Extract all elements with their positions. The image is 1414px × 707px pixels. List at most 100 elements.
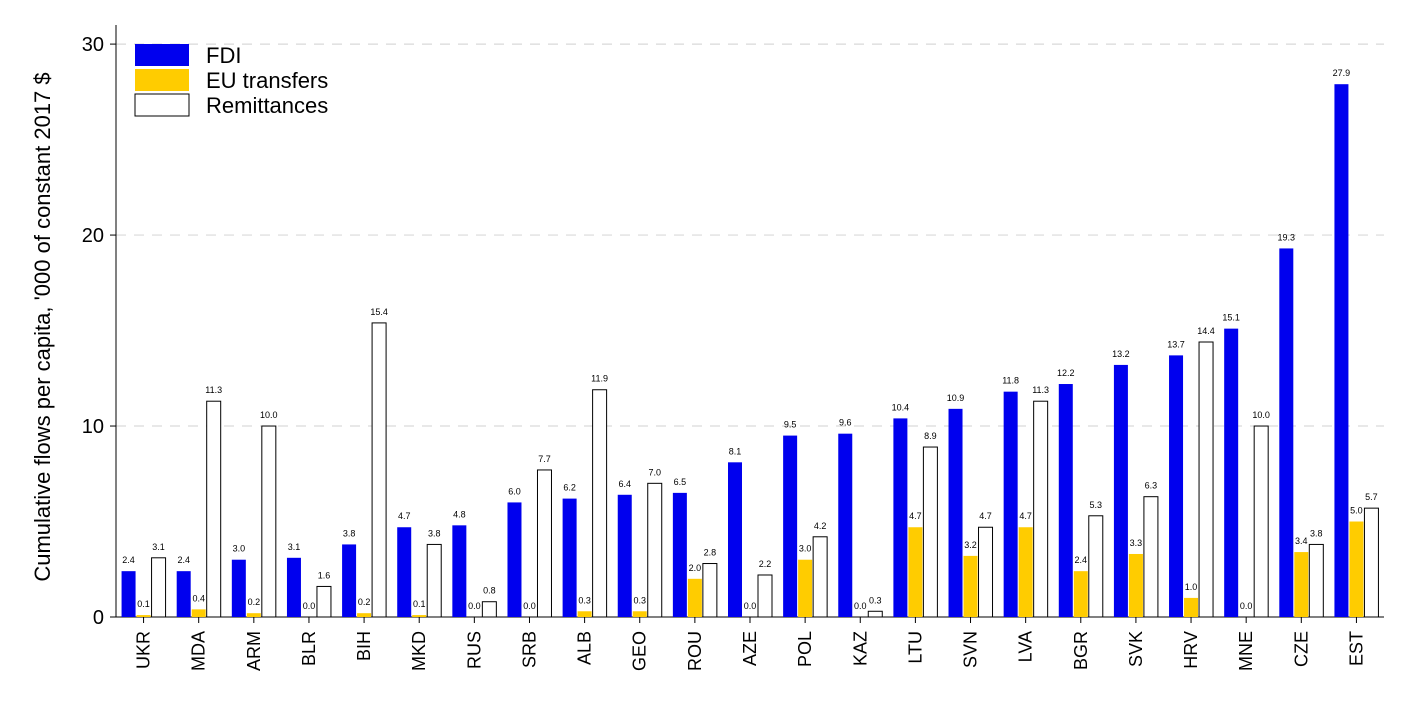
x-tick-label: LVA [1016,631,1036,662]
bar-eu-transfers [632,611,647,617]
data-label: 0.1 [413,599,426,609]
x-tick-label: BIH [354,631,374,661]
x-tick-label: POL [795,631,815,667]
y-tick-label: 30 [82,34,104,56]
x-tick-label: SVN [961,631,981,668]
data-label: 8.9 [924,431,937,441]
bar-fdi [121,571,136,617]
data-label: 6.2 [563,483,576,493]
bar-eu-transfers [191,609,206,617]
data-label: 3.0 [799,544,812,554]
data-label: 1.6 [318,570,331,580]
x-tick-label: SRB [519,631,539,668]
legend-swatch-remittances [134,93,190,117]
data-label: 11.3 [1032,385,1049,395]
bar-fdi [728,462,742,617]
data-label: 27.9 [1333,68,1351,78]
bar-remittances [1143,496,1159,618]
bar-remittances [261,425,277,618]
x-tick-label: MNE [1236,631,1256,671]
data-label: 4.7 [1019,511,1032,521]
bar-remittances [316,585,332,618]
data-label: 2.8 [704,548,717,558]
bar-fdi [286,557,301,617]
bar-fdi [507,502,522,617]
data-label: 3.2 [964,540,977,550]
bar-fdi [672,492,687,617]
data-label: 3.8 [428,528,441,538]
data-label: 14.4 [1197,326,1215,336]
data-label: 9.6 [839,418,852,428]
bar-fdi [397,527,412,617]
legend-swatch-fdi [135,44,189,66]
bar-eu-transfers [798,559,813,617]
data-label: 19.3 [1278,232,1296,242]
data-label: 0.4 [192,593,205,603]
data-label: 3.1 [288,542,301,552]
data-label: 10.0 [260,410,278,420]
x-tick-label: SVK [1126,631,1146,667]
data-label: 0.2 [358,597,371,607]
data-label: 15.1 [1222,313,1240,323]
data-label: 4.7 [909,511,922,521]
bar-eu-transfers [136,615,151,617]
data-label: 13.2 [1112,349,1130,359]
legend-swatch-eu-transfers [135,69,189,91]
data-label: 7.0 [648,467,661,477]
bar-fdi [1113,364,1128,617]
x-tick-label: CZE [1291,631,1311,667]
data-label: 6.4 [618,479,631,489]
x-tick-label: ROU [685,631,705,671]
data-label: 12.2 [1057,368,1075,378]
bar-remittances [978,526,994,618]
data-label: 8.1 [729,446,742,456]
bar-eu-transfers [1349,521,1364,617]
bar-remittances [536,469,552,618]
data-label: 4.7 [398,511,411,521]
bar-remittances [481,601,497,618]
axes: 0 10 20 30 UKR MDA ARM BLR BIH MKD RUS SRB ALB GEO ROU… [82,25,1384,671]
data-label: 4.8 [453,509,466,519]
y-tick-label: 20 [82,225,104,247]
bar-eu-transfers [908,527,923,617]
bar-fdi [838,433,853,617]
data-label: 6.5 [674,477,687,487]
bar-remittances [371,322,387,618]
x-tick-label: MDA [189,631,209,671]
bar-eu-transfers [357,613,372,617]
data-label: 10.9 [947,393,965,403]
bar-eu-transfers [963,555,978,617]
data-label: 3.1 [152,542,165,552]
x-tick-label: LTU [905,631,925,664]
bar-eu-transfers [1294,552,1309,617]
data-label: 0.3 [578,595,591,605]
data-label: 2.2 [759,559,772,569]
data-label: 0.2 [248,597,261,607]
data-label: 0.3 [633,595,646,605]
x-tick-label: EST [1346,631,1366,666]
bar-fdi [342,544,357,617]
bar-remittances [702,563,718,618]
bar-fdi [893,418,908,617]
bar-fdi [783,435,798,617]
bar-remittances [1033,400,1049,618]
data-label: 11.3 [205,385,222,395]
x-tick-label: AZE [740,631,760,666]
bar-fdi [1058,384,1073,617]
bar-fdi [1224,328,1239,617]
x-tick-label: KAZ [850,631,870,666]
data-label: 0.0 [744,601,757,611]
bar-fdi [231,559,246,617]
bar-remittances [1198,341,1214,618]
data-label: 2.4 [177,555,190,565]
bar-eu-transfers [1018,527,1033,617]
x-tick-label: BLR [299,631,319,666]
data-label: 0.8 [483,586,496,596]
y-tick-label: 10 [82,416,104,438]
bar-remittances [757,574,773,618]
data-label: 0.1 [137,599,150,609]
data-label: 5.0 [1350,506,1363,516]
bar-remittances [1088,515,1104,618]
data-label: 3.4 [1295,536,1308,546]
bar-remittances [151,557,167,618]
